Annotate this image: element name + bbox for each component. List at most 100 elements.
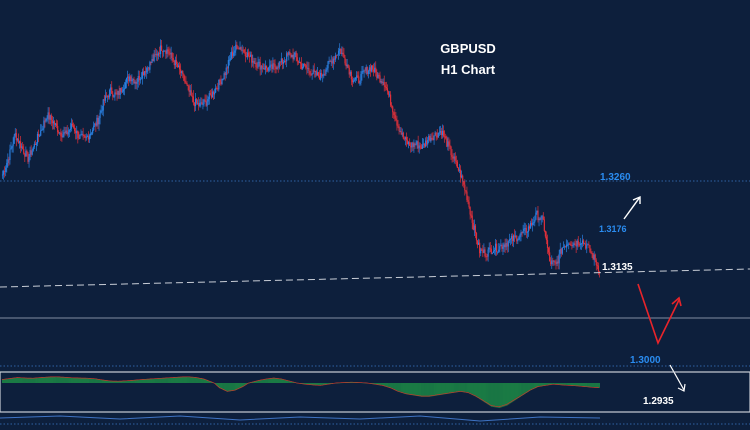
- candle-body: [393, 112, 395, 116]
- oscillator-bar: [467, 383, 468, 393]
- candle-body: [234, 50, 236, 53]
- candle-body: [62, 134, 64, 138]
- oscillator-bar: [185, 376, 187, 383]
- candle-body: [376, 72, 378, 78]
- oscillator-bar: [232, 383, 233, 391]
- candle-body: [462, 175, 464, 182]
- oscillator-bar: [434, 383, 436, 396]
- oscillator-bar: [68, 377, 70, 383]
- oscillator-bar: [221, 383, 222, 389]
- oscillator-bar: [105, 380, 107, 383]
- oscillator-bar: [220, 383, 222, 389]
- oscillator-bar: [84, 378, 86, 383]
- oscillator-bar: [598, 383, 599, 388]
- candle-body: [216, 88, 218, 89]
- oscillator-bar: [530, 383, 531, 391]
- oscillator-bar: [399, 383, 400, 393]
- oscillator-bar: [381, 383, 383, 386]
- candle-body: [118, 91, 120, 95]
- oscillator-bar: [491, 383, 492, 407]
- candle-body: [168, 51, 170, 54]
- oscillator-bar: [146, 379, 148, 383]
- oscillator-bar: [190, 376, 191, 383]
- candle-body: [312, 69, 314, 74]
- candle-body: [464, 184, 466, 191]
- oscillator-bar: [570, 383, 572, 386]
- candle-body: [305, 65, 307, 68]
- oscillator-bar: [322, 383, 323, 386]
- oscillator-bar: [72, 377, 74, 383]
- oscillator-bar: [499, 383, 500, 408]
- candle-body: [306, 67, 308, 69]
- oscillator-bar: [160, 378, 161, 383]
- candle-body: [335, 55, 338, 57]
- oscillator-bar: [271, 378, 273, 383]
- oscillator-bar: [378, 383, 380, 385]
- oscillator-bar: [122, 381, 123, 383]
- candle-body: [349, 71, 351, 75]
- candle-body: [39, 135, 41, 137]
- oscillator-bar: [286, 380, 288, 383]
- oscillator-bar: [87, 378, 89, 383]
- oscillator-bar: [372, 383, 374, 384]
- candle-body: [189, 90, 191, 92]
- candle-body: [512, 235, 515, 242]
- candle-body: [328, 61, 330, 63]
- candle-body: [32, 147, 34, 151]
- oscillator-bar: [593, 383, 594, 388]
- oscillator-bar: [376, 383, 378, 385]
- oscillator-bar: [261, 379, 262, 383]
- candle-body: [387, 91, 390, 95]
- oscillator-bar: [573, 383, 575, 386]
- candle-body: [215, 88, 217, 93]
- oscillator-bar: [313, 383, 315, 386]
- oscillator-bar: [257, 380, 258, 383]
- oscillator-bar: [512, 383, 514, 402]
- candle-body: [44, 120, 46, 122]
- candle-body: [581, 240, 584, 244]
- candle-body: [432, 138, 434, 141]
- candle-body: [415, 144, 417, 146]
- candle-body: [70, 123, 73, 129]
- oscillator-bar: [420, 383, 422, 397]
- chart-title: GBPUSD: [440, 41, 496, 56]
- oscillator-bar: [274, 378, 276, 383]
- oscillator-bar: [492, 383, 493, 407]
- candle-body: [233, 52, 235, 56]
- candle-body: [408, 142, 410, 145]
- oscillator-bar: [156, 378, 157, 383]
- candle-body: [441, 130, 444, 136]
- candle-body: [152, 59, 154, 62]
- oscillator-bar: [77, 377, 79, 383]
- oscillator-bar: [267, 378, 269, 383]
- oscillator-bar: [57, 376, 58, 383]
- candle-body: [568, 243, 570, 245]
- oscillator-bar: [487, 383, 488, 405]
- candle-body: [567, 244, 569, 246]
- oscillator-bar: [416, 383, 418, 396]
- candle-body: [270, 64, 272, 66]
- candle-body: [60, 132, 62, 137]
- oscillator-bar: [283, 379, 285, 383]
- oscillator-bar: [310, 383, 312, 385]
- candle-body: [227, 60, 229, 69]
- candle-body: [56, 123, 58, 126]
- candle-body: [58, 132, 60, 134]
- candle-body: [584, 243, 586, 245]
- oscillator-bar: [86, 378, 88, 383]
- candle-body: [209, 93, 211, 95]
- oscillator-bar: [564, 383, 565, 386]
- oscillator-bar: [272, 378, 274, 383]
- oscillator-bar: [500, 383, 501, 408]
- candle-body: [398, 126, 400, 131]
- oscillator-bar: [182, 376, 184, 383]
- candle-body: [274, 64, 276, 67]
- oscillator-bar: [458, 383, 459, 393]
- candle-body: [308, 68, 310, 71]
- oscillator-bar: [549, 383, 551, 385]
- candle-body: [47, 112, 49, 119]
- candle-body: [563, 246, 566, 248]
- candle-body: [395, 118, 397, 121]
- candle-body: [380, 81, 382, 83]
- candle-body: [24, 153, 26, 157]
